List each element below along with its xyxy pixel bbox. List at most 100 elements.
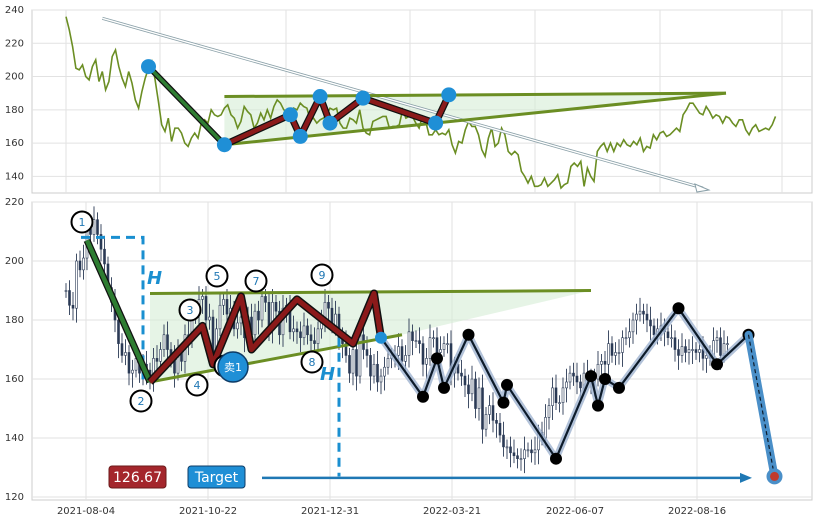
bottom-y-tick-label: 160	[5, 374, 24, 385]
candle-body	[530, 449, 533, 454]
candle-body	[131, 369, 134, 374]
candle-body	[684, 346, 687, 353]
leg-label-circle	[185, 373, 209, 397]
leg-label-circle	[300, 350, 324, 374]
bottom-triangle-fill	[150, 290, 591, 382]
target-value-badge	[108, 465, 167, 489]
candle-body	[544, 417, 547, 439]
candle-body	[162, 334, 166, 350]
candle-body	[460, 372, 463, 377]
candle-body	[208, 316, 211, 321]
candle-body	[551, 387, 554, 406]
candle-body	[446, 343, 449, 345]
candle-body	[327, 302, 330, 309]
candle-body	[351, 349, 355, 374]
candle-body	[127, 352, 131, 374]
candle-body	[547, 405, 551, 418]
candle-body	[96, 219, 99, 235]
candle-body	[575, 375, 579, 383]
leg-label-9: 9	[319, 269, 326, 282]
candle-body	[309, 334, 313, 341]
candle-body	[404, 355, 407, 362]
candle-body	[645, 313, 649, 321]
candle-body	[99, 234, 103, 250]
candle-body	[488, 405, 491, 415]
candle-body	[292, 328, 295, 333]
candle-body	[71, 304, 75, 309]
candle-body	[484, 414, 488, 430]
height-label-left: H	[147, 268, 162, 289]
top-price-line	[65, 16, 777, 190]
zigzag-pivot	[599, 373, 611, 386]
candle-body	[253, 310, 257, 336]
height-dashed-left	[81, 235, 145, 382]
top-price-panel: 140 160 180 200 220 240	[5, 5, 813, 194]
leg-label-8: 8	[309, 356, 316, 369]
top-resistance-line	[224, 91, 727, 99]
candle-body	[715, 337, 719, 341]
candle-body	[421, 343, 425, 365]
zigzag-pivot	[438, 381, 450, 394]
candle-body	[379, 375, 383, 383]
candle-body	[425, 358, 428, 365]
candle-body	[673, 337, 677, 350]
top-y-tick-label: 220	[5, 38, 24, 49]
sell-label: 卖1	[224, 361, 242, 374]
candle-body	[596, 363, 600, 380]
candle-body	[561, 387, 565, 403]
top-pattern-point	[292, 128, 308, 144]
leg-label-circle	[129, 389, 153, 413]
top-y-tick-label: 200	[5, 72, 24, 83]
candle-body	[355, 349, 358, 377]
candle-body	[82, 257, 85, 271]
candle-body	[372, 363, 376, 377]
candle-body	[166, 334, 169, 350]
candle-body	[474, 378, 477, 409]
candle-body	[628, 331, 631, 339]
candle-body	[295, 328, 299, 333]
bottom-candlestick-panel: 120 140 160 180 200 220 2021-08-04 2021-10-22 20…	[5, 197, 813, 517]
zigzag-pivot	[613, 381, 625, 394]
candle-body	[407, 331, 411, 356]
top-y-tick-label: 140	[5, 171, 24, 182]
top-pattern-point	[141, 59, 156, 75]
leg-label-circle	[244, 269, 268, 293]
candle-body	[218, 304, 222, 330]
candle-body	[439, 349, 442, 353]
candle-body	[572, 372, 575, 377]
candle-body	[579, 381, 582, 389]
candle-body	[117, 319, 120, 344]
top-pattern-point	[355, 90, 371, 106]
candle-body	[400, 346, 404, 362]
candle-body	[103, 248, 106, 265]
top-y-tick-label: 180	[5, 105, 24, 116]
candle-body	[523, 449, 526, 459]
candle-body	[495, 420, 498, 424]
candle-body	[568, 372, 572, 383]
candle-body	[264, 296, 267, 303]
top-pattern-point	[216, 137, 232, 153]
candle-body	[313, 340, 316, 344]
candle-body	[222, 299, 225, 306]
candle-body	[687, 349, 691, 353]
target-marker-inner	[770, 471, 779, 481]
bottom-y-tick-label: 180	[5, 315, 24, 326]
candle-body	[383, 366, 386, 377]
leg-label-2: 2	[138, 395, 145, 408]
candle-body	[719, 337, 722, 356]
bottom-y-tick-label: 220	[5, 197, 24, 208]
candle-body	[502, 434, 505, 448]
zigzag-pivot	[497, 396, 510, 409]
candle-body	[411, 331, 414, 341]
candle-body	[680, 346, 684, 356]
candle-body	[652, 325, 656, 336]
projection-line	[747, 334, 776, 477]
bottom-x-tick-label: 2022-03-21	[423, 506, 481, 517]
zigzag-pivot	[585, 370, 597, 383]
candle-body	[677, 349, 680, 356]
top-trend-arrow	[102, 17, 704, 189]
breakout-point	[375, 331, 387, 344]
bottom-y-tick-label: 140	[5, 433, 24, 444]
leg-label-circle	[205, 264, 229, 288]
candle-body	[124, 352, 127, 356]
